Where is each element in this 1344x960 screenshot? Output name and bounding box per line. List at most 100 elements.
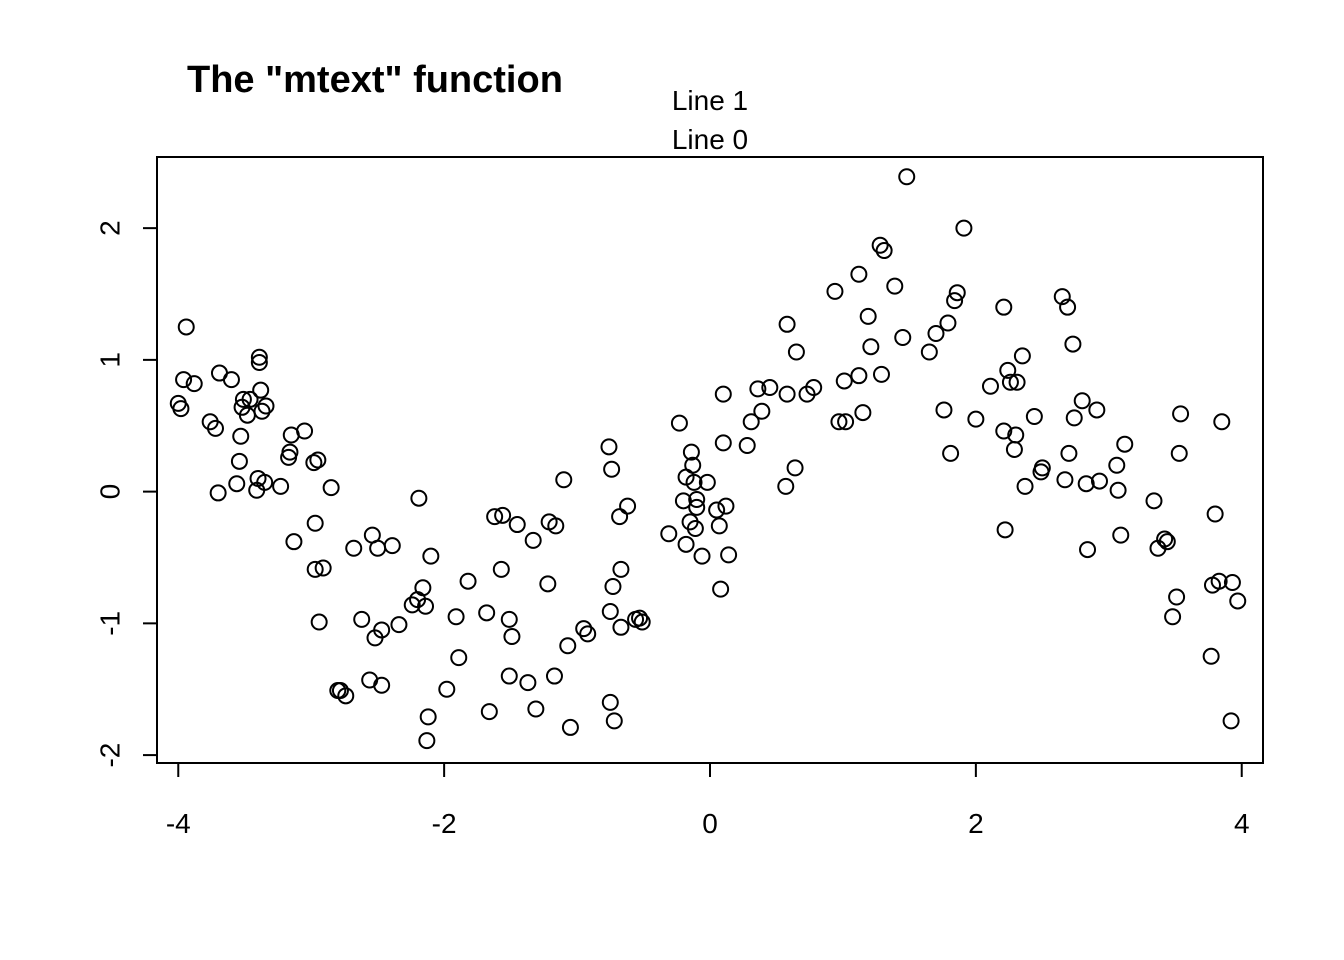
data-point: [605, 712, 623, 730]
data-point: [403, 596, 421, 614]
data-point: [942, 444, 960, 462]
data-point: [310, 613, 328, 631]
data-point: [241, 390, 259, 408]
data-point: [633, 613, 651, 631]
data-point: [1077, 475, 1095, 493]
data-point: [579, 625, 597, 643]
data-point: [850, 265, 868, 283]
data-point: [612, 618, 630, 636]
data-point: [826, 282, 844, 300]
data-point: [1112, 526, 1130, 544]
data-point: [948, 284, 966, 302]
data-point: [1060, 444, 1078, 462]
data-point: [1090, 472, 1108, 490]
data-point: [209, 484, 227, 502]
data-point: [837, 413, 855, 431]
data-point: [688, 491, 706, 509]
data-point: [674, 492, 692, 510]
data-point: [373, 621, 391, 639]
x-axis: -4 -2 0 2 4: [166, 762, 1250, 839]
data-point: [1008, 373, 1026, 391]
data-point: [1059, 298, 1077, 316]
data-point: [862, 338, 880, 356]
data-point: [894, 328, 912, 346]
data-point: [1156, 530, 1174, 548]
y-tick-label: -1: [95, 611, 126, 636]
data-point: [682, 443, 700, 461]
data-point: [1213, 413, 1231, 431]
data-point: [322, 479, 340, 497]
data-point: [1168, 588, 1186, 606]
data-point: [539, 575, 557, 593]
data-point: [419, 708, 437, 726]
data-point: [898, 168, 916, 186]
data-point: [1109, 481, 1127, 499]
data-point: [686, 520, 704, 538]
data-point: [685, 473, 703, 491]
x-tick-label: 0: [702, 808, 718, 839]
data-point: [684, 456, 702, 474]
data-point: [422, 547, 440, 565]
data-point: [714, 385, 732, 403]
data-point: [575, 620, 593, 638]
data-point: [999, 361, 1017, 379]
data-point: [306, 514, 324, 532]
data-point: [611, 508, 629, 526]
data-point: [1073, 392, 1091, 410]
data-point: [272, 477, 290, 495]
chart-title: The "mtext" function: [187, 59, 563, 101]
data-point: [390, 616, 408, 634]
data-point: [920, 343, 938, 361]
data-point: [712, 580, 730, 598]
data-point: [761, 379, 779, 397]
data-point: [1005, 440, 1023, 458]
plot-frame: [156, 156, 1264, 764]
data-point: [859, 307, 877, 325]
data-point: [486, 508, 504, 526]
data-point: [373, 676, 391, 694]
data-point: [619, 497, 637, 515]
data-point: [967, 410, 985, 428]
data-point: [257, 397, 275, 415]
data-point: [480, 703, 498, 721]
data-point: [383, 537, 401, 555]
data-point: [996, 521, 1014, 539]
data-point: [500, 667, 518, 685]
data-point: [601, 693, 619, 711]
x-tick-label: -2: [432, 808, 457, 839]
data-point: [742, 413, 760, 431]
data-point: [995, 422, 1013, 440]
data-point: [418, 732, 436, 750]
data-point: [1065, 409, 1083, 427]
data-point: [660, 525, 678, 543]
data-point: [935, 401, 953, 419]
data-point: [527, 700, 545, 718]
data-point: [631, 609, 649, 627]
data-point: [478, 604, 496, 622]
data-point: [670, 414, 688, 432]
data-point: [886, 277, 904, 295]
data-point: [871, 236, 889, 254]
data-point: [1210, 572, 1228, 590]
data-point: [438, 680, 456, 698]
data-point: [345, 539, 363, 557]
data-point: [1108, 456, 1126, 474]
data-point: [177, 318, 195, 336]
data-point: [786, 459, 804, 477]
data-point: [256, 473, 274, 491]
data-point: [777, 477, 795, 495]
data-point: [778, 385, 796, 403]
data-point: [1033, 459, 1051, 477]
data-point: [175, 371, 193, 389]
data-point: [172, 400, 190, 418]
data-point: [305, 454, 323, 472]
data-point: [228, 475, 246, 493]
data-point: [314, 559, 332, 577]
data-point: [450, 649, 468, 667]
data-point: [337, 687, 355, 705]
data-point: [353, 610, 371, 628]
data-points: [169, 168, 1247, 750]
data-point: [494, 506, 512, 524]
data-point: [1229, 592, 1247, 610]
data-point: [749, 380, 767, 398]
